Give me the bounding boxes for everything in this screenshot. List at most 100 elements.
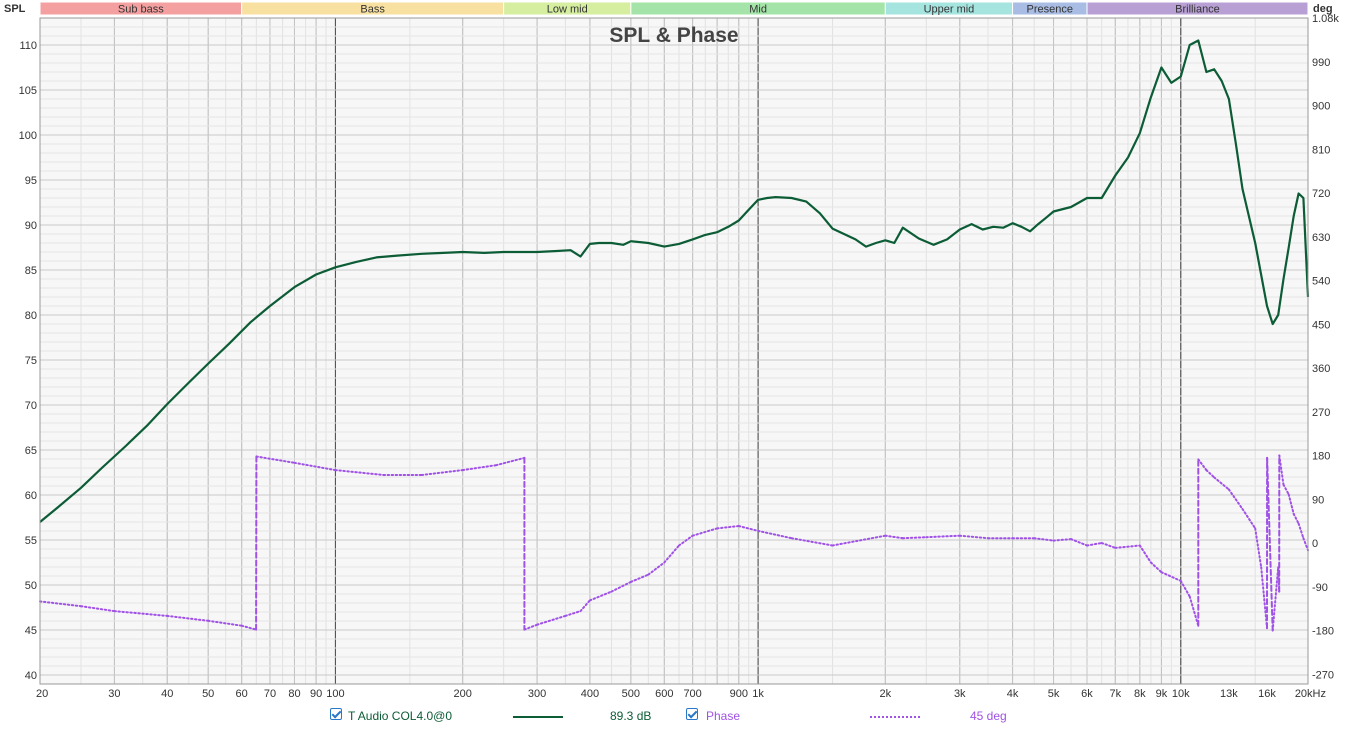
series-phase-seg-50 [1197,458,1208,472]
series-phase-seg-28 [737,525,760,532]
series-phase-seg-17 [536,614,567,626]
series-phase-seg-59 [1271,566,1280,632]
series-phase-seg-23 [647,561,666,576]
legend: T Audio COL4.0@0 89.3 dB Phase 45 deg [0,704,1361,730]
x-tick-28: 20kHz [1295,688,1326,700]
y-right-tick-7: 360 [1312,363,1330,375]
x-tick-24: 9k [1156,688,1168,700]
series-phase-seg-55 [1254,527,1263,569]
series-phase-seg-29 [757,529,793,540]
y-left-tick-9: 85 [25,265,37,277]
band-label-6: Brilliance [1175,4,1220,16]
y-right-tick-6: 270 [1312,407,1330,419]
y-right-tick-9: 540 [1312,276,1330,288]
x-tick-2: 40 [161,688,173,700]
series-phase-seg-32 [884,534,904,540]
series-2-checkbox[interactable] [686,708,698,720]
series-phase-seg-47 [1179,579,1191,598]
series-phase-seg-14 [495,456,526,467]
series-phase-seg-33 [901,536,928,540]
x-tick-16: 1k [752,688,764,700]
y-right-tick-4: 90 [1312,494,1324,506]
series-phase-seg-26 [691,527,719,537]
y-left-tick-2: 50 [25,580,37,592]
x-tick-22: 7k [1109,688,1121,700]
y-left-tick-11: 95 [25,175,37,187]
y-right-tick-10: 630 [1312,232,1330,244]
tick-labels: 20 30 40 50 60 70 80 90 100 200 300 400 500 600 700 900… [19,13,1340,700]
legend-series-1-label: T Audio COL4.0@0 [348,709,453,723]
x-tick-25: 10k [1172,688,1190,700]
series-phase-seg-2 [80,605,116,613]
series-phase-seg-45 [1149,561,1163,574]
series-phase-seg-16 [523,623,539,631]
y-right-tick-13: 900 [1312,101,1330,113]
series-phase-seg-41 [1086,542,1103,547]
series-phase-seg-30 [790,537,834,547]
x-tick-3: 50 [202,688,214,700]
series-phase-seg-58 [1266,456,1274,632]
x-tick-18: 3k [954,688,966,700]
y-right-tick-11: 720 [1312,188,1330,200]
series-phase-seg-40 [1070,538,1088,547]
series-phase-seg-43 [1114,544,1141,549]
x-tick-21: 6k [1081,688,1093,700]
series-phase-seg-13 [461,464,498,472]
band-label-5: Presence [1027,4,1073,16]
series-phase-seg-65 [1292,512,1300,525]
y-left-tick-12: 100 [19,130,37,142]
y-right-tick-3: 0 [1312,538,1318,550]
x-tick-19: 4k [1007,688,1019,700]
band-label-1: Bass [360,4,385,16]
series-phase-seg-34 [925,534,961,539]
series-phase-seg-25 [678,534,694,547]
series-phase-seg-19 [579,599,591,613]
series-phase-seg-48 [1188,595,1200,627]
x-tick-17: 2k [880,688,892,700]
y-left-tick-10: 90 [25,220,37,232]
legend-series-2-value: 45 deg [970,709,1007,723]
y-left-tick-3: 55 [25,535,37,547]
y-right-axis-label: deg [1313,3,1333,15]
y-right-tick-2: -90 [1312,582,1328,594]
x-tick-14: 700 [683,688,701,700]
y-left-tick-4: 60 [25,490,37,502]
series-phase-seg-9 [293,461,337,472]
series-phase-seg-31 [831,534,887,547]
series-phase-seg-35 [958,534,990,540]
band-label-0: Sub bass [118,4,164,16]
frequency-bands: Sub bass Bass Low mid Mid Upper mid Presence B… [39,1,1309,16]
x-tick-11: 400 [581,688,599,700]
grid [40,18,1308,684]
legend-series-1-swatch [513,716,563,718]
y-right-tick-8: 450 [1312,319,1330,331]
series-phase-seg-24 [663,544,680,564]
series-phase-seg-12 [420,469,464,476]
series-phase-seg-4 [166,614,210,622]
chart-title: SPL & Phase [609,24,738,47]
series-phase-seg-56 [1260,566,1268,630]
y-right-tick-15: 1.08k [1312,13,1339,25]
series-phase-seg-39 [1052,538,1072,542]
x-tick-0: 20 [36,688,48,700]
series-phase-seg-21 [610,580,632,593]
x-tick-15: 900 [730,688,748,700]
y-left-tick-8: 80 [25,310,37,322]
x-tick-9: 200 [453,688,471,700]
series-spl-line [39,39,1310,523]
series-phase-seg-53 [1227,488,1244,510]
y-left-tick-0: 40 [25,670,37,682]
y-left-tick-6: 70 [25,400,37,412]
x-tick-27: 16k [1258,688,1276,700]
band-label-3: Mid [749,4,767,16]
x-tick-6: 80 [288,688,300,700]
series-phase-seg-38 [1033,537,1055,542]
x-tick-4: 60 [236,688,248,700]
series-phase-seg-63 [1282,483,1290,496]
band-label-4: Upper mid [924,4,975,16]
series-phase-seg-52 [1213,476,1230,491]
series-1-checkbox[interactable] [330,708,342,720]
series-phase-seg-42 [1100,542,1117,549]
series-phase-seg-5 [207,619,243,627]
series-phase-seg-51 [1205,469,1216,479]
